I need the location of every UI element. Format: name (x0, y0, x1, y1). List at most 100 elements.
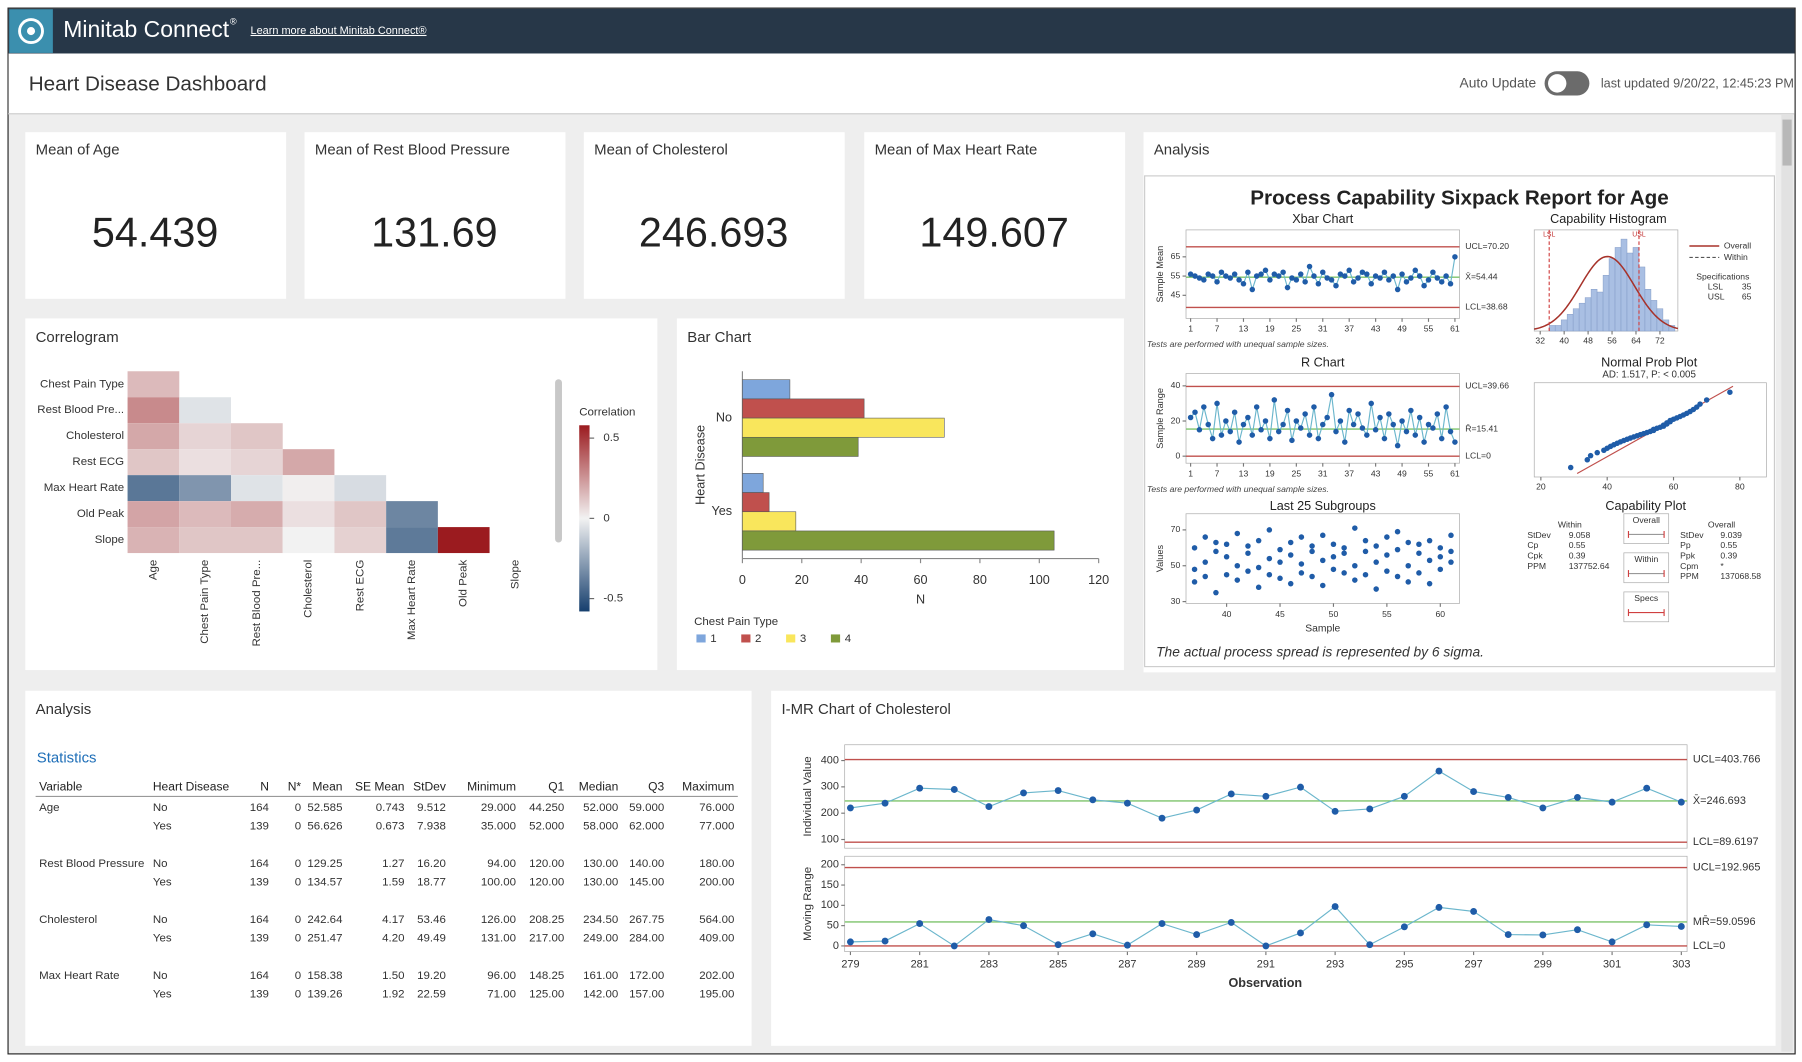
table-cell: 161.00 (583, 970, 618, 982)
table-cell: Yes (153, 876, 172, 888)
y-tick-label: 400 (821, 754, 839, 766)
kpi-card (25, 132, 287, 299)
y-axis-label: Moving Range (802, 867, 814, 941)
table-cell: Yes (153, 932, 172, 944)
y-axis-label: Individual Value (802, 756, 814, 836)
scrollbar[interactable] (1781, 114, 1793, 1052)
legend-swatch (741, 634, 751, 643)
data-point (1315, 281, 1322, 287)
data-point (1352, 562, 1358, 569)
app-mark: ® (230, 16, 237, 26)
data-point (1342, 273, 1348, 279)
data-point (1372, 427, 1379, 433)
limit-label: LCL=38.68 (1465, 302, 1508, 312)
data-point (1341, 570, 1347, 576)
table-cell: 44.250 (529, 802, 564, 814)
plot-frame (844, 855, 1688, 952)
data-point (1297, 271, 1304, 277)
data-point (1289, 437, 1295, 444)
column-header: Median (579, 779, 619, 793)
row-label: Max Heart Rate (44, 482, 124, 494)
data-point (1405, 562, 1412, 569)
stat-label: Cpm (1680, 561, 1698, 571)
heat-cell (282, 475, 335, 502)
data-point (1539, 804, 1547, 812)
table-cell: 157.00 (629, 988, 664, 1000)
y-axis-label: Values (1155, 544, 1165, 572)
table-cell: 0 (295, 858, 301, 870)
table-cell: 139 (250, 932, 269, 944)
x-tick-label: 291 (1257, 959, 1275, 971)
learn-more-link[interactable]: Learn more about Minitab Connect® (251, 25, 427, 37)
x-tick-label: 37 (1344, 324, 1354, 334)
data-point (1192, 273, 1198, 279)
data-point (1227, 918, 1235, 926)
y-tick-label: 100 (821, 899, 839, 911)
data-point (1309, 548, 1315, 555)
data-point (1196, 427, 1203, 433)
heat-cell (230, 501, 283, 528)
data-point (1386, 277, 1392, 283)
colorbar-tick-label: -0.5 (603, 593, 623, 605)
column-label: Max Heart Rate (406, 560, 418, 640)
data-point (1311, 273, 1317, 279)
data-point (1231, 271, 1238, 277)
data-point (1608, 938, 1616, 946)
table-cell: 125.00 (529, 988, 564, 1000)
stat-value: 137752.64 (1569, 561, 1610, 571)
bar (742, 398, 865, 419)
limit-label: LCL=89.6197 (1693, 836, 1759, 848)
x-axis-label: Sample (1305, 623, 1340, 634)
data-point (1280, 269, 1286, 275)
data-point (1267, 435, 1273, 442)
x-tick-label: 56 (1607, 336, 1617, 346)
heat-cell (179, 449, 231, 476)
data-point (1298, 561, 1305, 567)
table-cell: 0 (295, 932, 301, 944)
data-point (1330, 566, 1337, 573)
table-cell: 1.50 (382, 970, 404, 982)
stat-value: 0.55 (1720, 540, 1737, 550)
data-point (1218, 269, 1225, 275)
data-point (1352, 577, 1358, 583)
y-tick-label: 65 (1171, 251, 1181, 261)
histogram-bar (1590, 289, 1598, 332)
column-header: N (260, 779, 269, 793)
data-point (1320, 532, 1326, 539)
row-label: Rest Blood Pre... (37, 404, 124, 416)
x-tick-label: 289 (1188, 959, 1206, 971)
data-point (1399, 418, 1405, 424)
table-cell: Yes (153, 988, 172, 1000)
data-point (1381, 435, 1388, 442)
x-tick-label: 40 (854, 573, 868, 587)
bar (742, 511, 797, 532)
y-tick-label: 20 (1171, 415, 1181, 425)
scroll-thumb[interactable] (1782, 119, 1792, 166)
interval-label: Specs (1634, 593, 1658, 603)
stat-value: 0.55 (1569, 540, 1586, 550)
x-tick-label: 80 (1735, 482, 1745, 492)
x-axis-label: N (916, 592, 925, 606)
data-point (1341, 545, 1347, 551)
table-cell: 249.00 (583, 932, 618, 944)
data-point (1306, 263, 1313, 270)
kpi-card (864, 132, 1126, 299)
data-point (1366, 941, 1374, 949)
data-point (1320, 269, 1326, 275)
data-point (1703, 397, 1710, 403)
data-point (1191, 566, 1198, 573)
table-cell: 251.47 (307, 932, 342, 944)
data-point (1452, 439, 1458, 445)
data-point (1213, 539, 1219, 546)
correlogram-scrollbar[interactable] (555, 379, 562, 543)
table-cell: No (153, 970, 168, 982)
data-point (1293, 277, 1300, 283)
table-cell: 58.000 (583, 820, 618, 832)
data-point (1437, 545, 1444, 551)
histogram-bar (1554, 325, 1562, 332)
data-point (1227, 790, 1235, 798)
kpi-value: 131.69 (371, 210, 498, 256)
y-tick-label: Yes (711, 504, 732, 518)
y-tick-label: 0 (1175, 450, 1180, 460)
legend-swatch (696, 634, 706, 643)
